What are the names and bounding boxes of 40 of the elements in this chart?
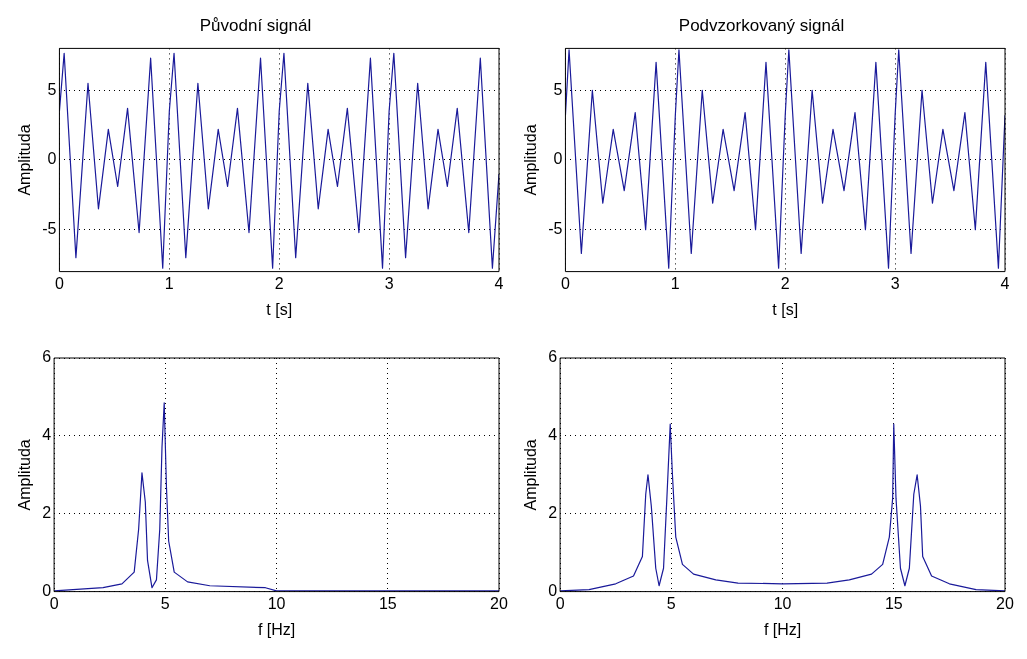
y-tick-label: 2 xyxy=(42,504,52,522)
x-tick-label: 1 xyxy=(164,274,174,292)
x-tick-label: 2 xyxy=(780,274,790,292)
chart-title: Podvzorkovaný signál xyxy=(678,15,845,35)
x-tick-label: 1 xyxy=(670,274,680,292)
y-tick-label: 6 xyxy=(548,348,558,366)
y-tick-label: -5 xyxy=(548,220,563,238)
x-axis-title: f [Hz] xyxy=(257,620,296,638)
y-tick-label: 4 xyxy=(42,426,52,444)
x-tick-label: 10 xyxy=(773,594,792,612)
y-axis-title: Amplituda xyxy=(16,124,34,196)
x-axis-title: t [s] xyxy=(266,300,293,318)
y-tick-label: 0 xyxy=(42,582,52,600)
x-tick-label: 5 xyxy=(160,594,170,612)
y-tick-label: 0 xyxy=(548,582,558,600)
y-tick-label: -5 xyxy=(42,220,57,238)
x-tick-label: 4 xyxy=(494,274,504,292)
x-tick-label: 3 xyxy=(890,274,900,292)
y-tick-label: 0 xyxy=(553,150,563,168)
y-axis-title: Amplituda xyxy=(522,439,540,511)
x-tick-label: 2 xyxy=(274,274,284,292)
y-axis-title: Amplituda xyxy=(16,439,34,511)
y-tick-label: 4 xyxy=(548,426,558,444)
y-tick-label: 5 xyxy=(553,80,563,98)
y-tick-label: 0 xyxy=(47,150,57,168)
x-tick-label: 20 xyxy=(490,594,508,612)
y-tick-label: 5 xyxy=(47,80,57,98)
x-tick-label: 5 xyxy=(666,594,676,612)
x-tick-label: 15 xyxy=(378,594,397,612)
x-tick-label: 3 xyxy=(384,274,394,292)
x-tick-label: 4 xyxy=(1000,274,1010,292)
x-tick-label: 10 xyxy=(267,594,286,612)
y-axis-title: Amplituda xyxy=(522,124,540,196)
y-tick-label: 2 xyxy=(548,504,558,522)
x-tick-label: 20 xyxy=(996,594,1014,612)
chart-title: Původní signál xyxy=(199,15,312,35)
y-tick-label: 6 xyxy=(42,348,52,366)
x-axis-title: f [Hz] xyxy=(763,620,802,638)
x-tick-label: 15 xyxy=(884,594,903,612)
x-axis-title: t [s] xyxy=(772,300,799,318)
